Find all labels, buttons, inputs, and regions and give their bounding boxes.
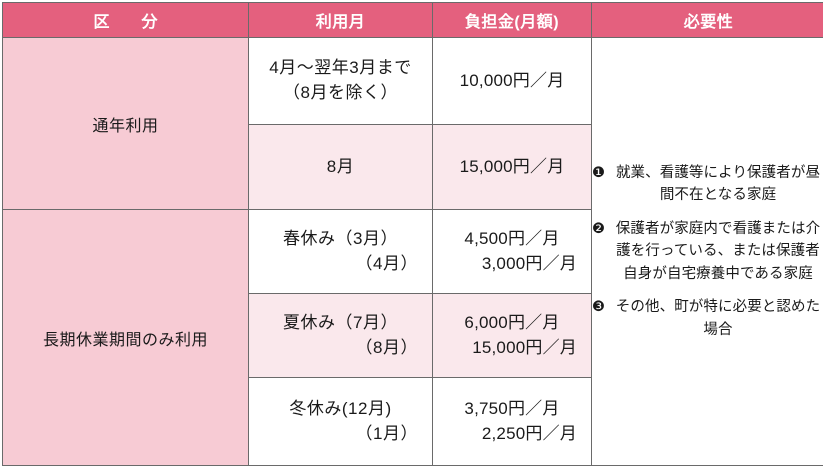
month-line-1: 夏休み（7月）	[263, 311, 418, 336]
list-item: ❶ 就業、看護等により保護者が昼間不在となる家庭	[592, 162, 823, 207]
month-line-2: （1月）	[263, 422, 418, 447]
necessity-text-3: その他、町が特に必要と認めた場合	[616, 299, 820, 337]
list-item: ❷ 保護者が家庭内で看護または介護を行っている、または保護者自身が自宅療養中であ…	[592, 218, 823, 285]
month-cell: 春休み（3月） （4月）	[249, 210, 433, 294]
bullet-3-icon: ❸	[592, 296, 605, 318]
month-stack: 春休み（3月） （4月）	[249, 227, 432, 276]
month-line-1: 8月	[311, 157, 370, 176]
header-futankin: 負担金(月額)	[433, 3, 592, 38]
month-line-2: （8月を除く）	[263, 81, 418, 106]
header-hitsuyousei: 必要性	[592, 3, 823, 38]
month-line-1: 春休み（3月）	[263, 227, 418, 252]
list-item: ❸ その他、町が特に必要と認めた場合	[592, 296, 823, 341]
header-row: 区 分 利用月 負担金(月額) 必要性	[3, 3, 823, 38]
fee-stack: 6,000円／月 15,000円／月	[433, 311, 591, 360]
category-cell-tsuunen: 通年利用	[3, 38, 249, 210]
fee-cell: 6,000円／月 15,000円／月	[433, 294, 592, 378]
fee-line-2: 15,000円／月	[447, 336, 577, 361]
fee-line-1: 15,000円／月	[446, 157, 579, 176]
fee-cell: 4,500円／月 3,000円／月	[433, 210, 592, 294]
month-stack: 夏休み（7月） （8月）	[249, 311, 432, 360]
fee-line-1: 4,500円／月	[447, 227, 577, 252]
table-row: 通年利用 4月〜翌年3月まで （8月を除く） 10,000円／月 ❶ 就業、看護…	[3, 38, 823, 125]
fee-stack: 4,500円／月 3,000円／月	[433, 227, 591, 276]
fee-line-2: 3,000円／月	[447, 252, 577, 277]
fee-stack: 3,750円／月 2,250円／月	[433, 397, 591, 446]
necessity-list: ❶ 就業、看護等により保護者が昼間不在となる家庭 ❷ 保護者が家庭内で看護または…	[592, 162, 823, 341]
month-cell: 冬休み(12月) （1月）	[249, 378, 433, 466]
month-stack: 4月〜翌年3月まで （8月を除く）	[249, 56, 432, 105]
fee-line-1: 6,000円／月	[447, 311, 577, 336]
necessity-text-1: 就業、看護等により保護者が昼間不在となる家庭	[616, 165, 820, 203]
bullet-2-icon: ❷	[592, 218, 605, 240]
month-cell: 8月	[249, 125, 433, 210]
month-line-2: （8月）	[263, 336, 418, 361]
month-line-1: 4月〜翌年3月まで	[263, 56, 418, 81]
month-line-1: 冬休み(12月)	[263, 397, 418, 422]
category-cell-chouki: 長期休業期間のみ利用	[3, 210, 249, 466]
necessity-text-2: 保護者が家庭内で看護または介護を行っている、または保護者自身が自宅療養中である家…	[616, 221, 820, 282]
header-kubun: 区 分	[3, 3, 249, 38]
fee-cell: 15,000円／月	[433, 125, 592, 210]
month-line-2: （4月）	[263, 252, 418, 277]
fee-line-1: 3,750円／月	[447, 397, 577, 422]
month-stack: 冬休み(12月) （1月）	[249, 397, 432, 446]
fee-cell: 10,000円／月	[433, 38, 592, 125]
fee-line-1: 10,000円／月	[446, 71, 579, 90]
bullet-1-icon: ❶	[592, 162, 605, 184]
month-cell: 夏休み（7月） （8月）	[249, 294, 433, 378]
header-riyoutsuki: 利用月	[249, 3, 433, 38]
table-header: 区 分 利用月 負担金(月額) 必要性	[3, 3, 823, 38]
fee-cell: 3,750円／月 2,250円／月	[433, 378, 592, 466]
necessity-cell: ❶ 就業、看護等により保護者が昼間不在となる家庭 ❷ 保護者が家庭内で看護または…	[592, 38, 823, 466]
table-body: 通年利用 4月〜翌年3月まで （8月を除く） 10,000円／月 ❶ 就業、看護…	[3, 38, 823, 466]
fee-line-2: 2,250円／月	[447, 422, 577, 447]
month-cell: 4月〜翌年3月まで （8月を除く）	[249, 38, 433, 125]
